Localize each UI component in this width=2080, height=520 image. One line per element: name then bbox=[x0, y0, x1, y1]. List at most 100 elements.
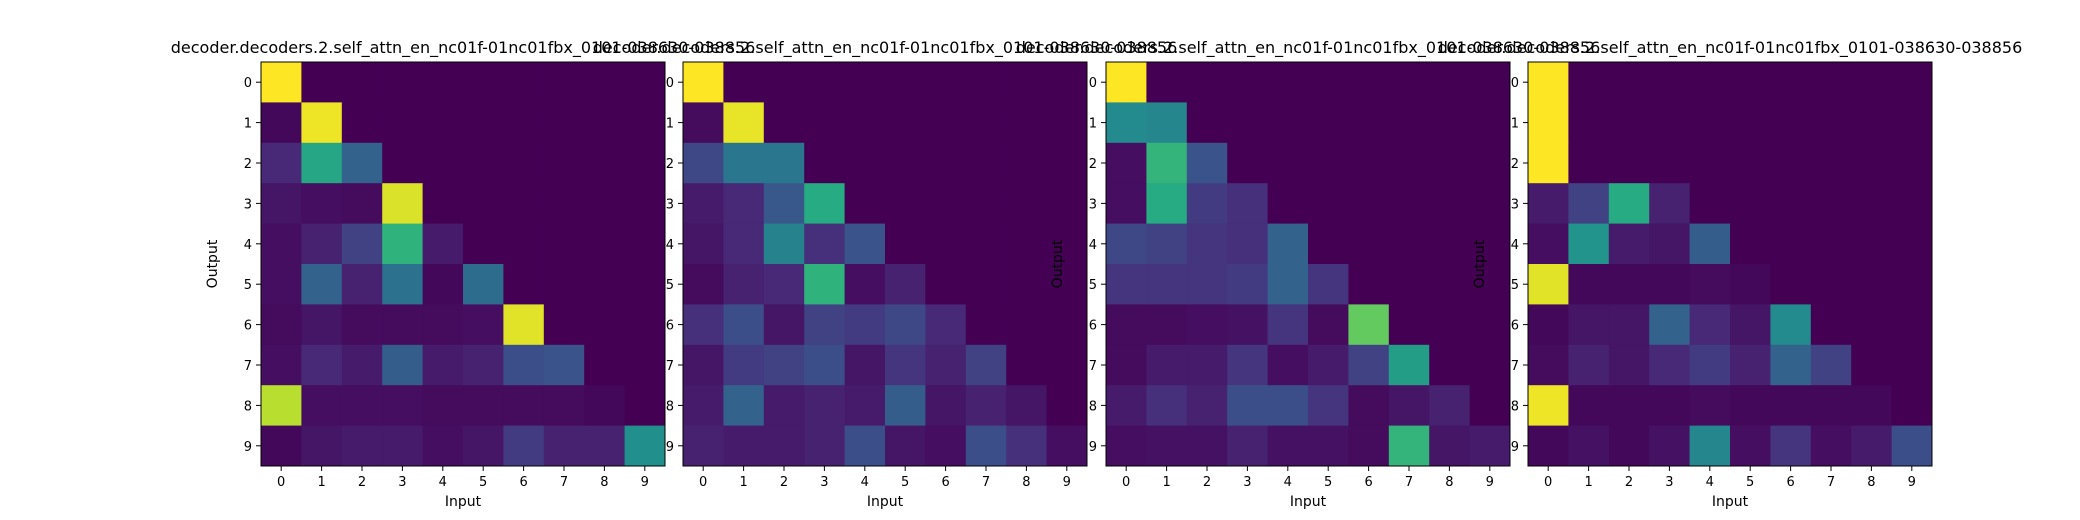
heatmap-cell-r2-c6 bbox=[1770, 142, 1812, 184]
x-axis-label: Input bbox=[445, 494, 482, 510]
heatmap-cell-r5-c1 bbox=[301, 264, 343, 305]
heatmap-cell-r5-c1 bbox=[723, 264, 765, 305]
heatmap-cell-r7-c0 bbox=[683, 344, 724, 386]
heatmap-cell-r1-c3 bbox=[1649, 102, 1690, 144]
heatmap-cell-r6-c3 bbox=[1649, 304, 1690, 346]
heatmap-cell-r3-c7 bbox=[965, 183, 1007, 224]
heatmap-cell-r1-c9 bbox=[1469, 102, 1511, 144]
x-tick-label: 6 bbox=[1364, 475, 1372, 490]
y-tick-label: 1 bbox=[1511, 117, 1519, 132]
heatmap-cell-r3-c6 bbox=[503, 183, 545, 224]
heatmap-cell-r8-c5 bbox=[885, 385, 926, 426]
heatmap-cell-r1-c9 bbox=[1891, 102, 1933, 144]
heatmap-cell-r4-c1 bbox=[301, 223, 343, 265]
heatmap-cell-r9-c3 bbox=[1649, 425, 1690, 467]
heatmap-cell-r5-c9 bbox=[1469, 264, 1511, 305]
heatmap-cell-r7-c2 bbox=[1608, 344, 1650, 386]
heatmap-cell-r1-c3 bbox=[804, 102, 845, 144]
heatmap-cell-r7-c9 bbox=[1469, 344, 1511, 386]
heatmap-cell-r5-c5 bbox=[1730, 264, 1771, 305]
heatmap-cell-r4-c6 bbox=[1770, 223, 1812, 265]
heatmap-cell-r2-c1 bbox=[1146, 142, 1188, 184]
heatmap-cell-r2-c7 bbox=[1388, 142, 1430, 184]
heatmap-cell-r9-c8 bbox=[1006, 425, 1047, 467]
x-tick-label: 9 bbox=[1063, 475, 1071, 490]
heatmap-cell-r9-c1 bbox=[1568, 425, 1610, 467]
heatmap-cell-r1-c4 bbox=[1689, 102, 1731, 144]
heatmap-cell-r1-c7 bbox=[1810, 102, 1852, 144]
heatmap-cell-r8-c5 bbox=[1308, 385, 1349, 426]
heatmap-cell-r0-c3 bbox=[804, 62, 845, 103]
heatmap-cell-r3-c5 bbox=[885, 183, 926, 224]
y-tick-label: 7 bbox=[1089, 359, 1097, 374]
x-tick-label: 5 bbox=[901, 475, 909, 490]
heatmap-cell-r1-c6 bbox=[1348, 102, 1390, 144]
heatmap-cell-r4-c1 bbox=[1146, 223, 1188, 265]
y-tick-label: 6 bbox=[1089, 319, 1097, 334]
heatmap-cell-r8-c4 bbox=[1689, 385, 1731, 426]
heatmap-cell-r7-c6 bbox=[1770, 344, 1812, 386]
heatmap-cell-r9-c3 bbox=[382, 425, 423, 467]
heatmap-cell-r5-c7 bbox=[543, 264, 585, 305]
heatmap-cell-r5-c8 bbox=[1851, 264, 1892, 305]
x-tick-label: 6 bbox=[1786, 475, 1794, 490]
heatmap-cell-r5-c5 bbox=[885, 264, 926, 305]
heatmap-cell-r1-c1 bbox=[1146, 102, 1188, 144]
heatmap-cell-r7-c5 bbox=[1308, 344, 1349, 386]
heatmap-cell-r5-c0 bbox=[1528, 264, 1569, 305]
heatmap-cell-r9-c1 bbox=[723, 425, 765, 467]
x-tick-label: 3 bbox=[820, 475, 828, 490]
y-tick-label: 5 bbox=[666, 278, 674, 293]
heatmap-cell-r3-c8 bbox=[1006, 183, 1047, 224]
heatmap-cell-r4-c5 bbox=[1730, 223, 1771, 265]
heatmap-cell-r0-c4 bbox=[422, 62, 464, 103]
x-tick-label: 5 bbox=[479, 475, 487, 490]
heatmap-cell-r9-c0 bbox=[683, 425, 724, 467]
heatmap-cell-r5-c7 bbox=[1810, 264, 1852, 305]
heatmap-cell-r1-c2 bbox=[763, 102, 805, 144]
heatmap-cell-r1-c6 bbox=[1770, 102, 1812, 144]
heatmap-cell-r2-c1 bbox=[1568, 142, 1610, 184]
heatmap-cell-r2-c1 bbox=[301, 142, 343, 184]
heatmap-cell-r7-c2 bbox=[1186, 344, 1228, 386]
heatmap-cell-r9-c2 bbox=[341, 425, 383, 467]
heatmap-cell-r6-c9 bbox=[1046, 304, 1088, 346]
x-tick-label: 4 bbox=[439, 475, 447, 490]
heatmap-cell-r7-c5 bbox=[1730, 344, 1771, 386]
heatmap-cell-r1-c8 bbox=[1006, 102, 1047, 144]
heatmap-cell-r0-c1 bbox=[1146, 62, 1188, 103]
heatmap-cell-r3-c5 bbox=[1730, 183, 1771, 224]
x-tick-label: 7 bbox=[1405, 475, 1413, 490]
heatmap-cell-r5-c4 bbox=[844, 264, 886, 305]
heatmap-cell-r5-c3 bbox=[1227, 264, 1268, 305]
heatmap-cell-r6-c8 bbox=[1006, 304, 1047, 346]
y-tick-label: 4 bbox=[666, 238, 674, 253]
heatmap-cell-r3-c8 bbox=[1429, 183, 1470, 224]
heatmap-cell-r2-c2 bbox=[1608, 142, 1650, 184]
heatmap-cell-r9-c7 bbox=[965, 425, 1007, 467]
heatmap-cell-r0-c0 bbox=[1528, 62, 1569, 103]
heatmap-cell-r4-c1 bbox=[1568, 223, 1610, 265]
heatmap-cell-r2-c8 bbox=[584, 142, 625, 184]
y-tick-label: 7 bbox=[244, 359, 252, 374]
heatmap-cell-r6-c0 bbox=[261, 304, 302, 346]
heatmap-panel-3: 0 1 2 3 4 5 6 7 8 9 0 1 2 3 4 5 6 7 8 9 Input Output decoder.d… bbox=[1438, 38, 2023, 510]
heatmap-cell-r4-c6 bbox=[925, 223, 967, 265]
heatmap-cell-r1-c0 bbox=[683, 102, 724, 144]
heatmap-cell-r8-c8 bbox=[1006, 385, 1047, 426]
heatmap-cell-r5-c7 bbox=[1388, 264, 1430, 305]
heatmap-cell-r9-c6 bbox=[1770, 425, 1812, 467]
y-tick-label: 2 bbox=[666, 157, 674, 172]
heatmap-cell-r5-c5 bbox=[1308, 264, 1349, 305]
heatmap-cell-r9-c2 bbox=[1608, 425, 1650, 467]
heatmap-cell-r8-c9 bbox=[624, 385, 666, 426]
x-tick-label: 0 bbox=[1544, 475, 1552, 490]
y-tick-label: 2 bbox=[1089, 157, 1097, 172]
heatmap-cell-r8-c0 bbox=[1106, 385, 1147, 426]
heatmap-cell-r6-c1 bbox=[1146, 304, 1188, 346]
y-axis-label: Output bbox=[205, 239, 221, 288]
heatmap-cell-r6-c9 bbox=[1891, 304, 1933, 346]
heatmap-cell-r1-c2 bbox=[341, 102, 383, 144]
heatmap-cell-r4-c9 bbox=[1469, 223, 1511, 265]
heatmap-cell-r5-c9 bbox=[624, 264, 666, 305]
